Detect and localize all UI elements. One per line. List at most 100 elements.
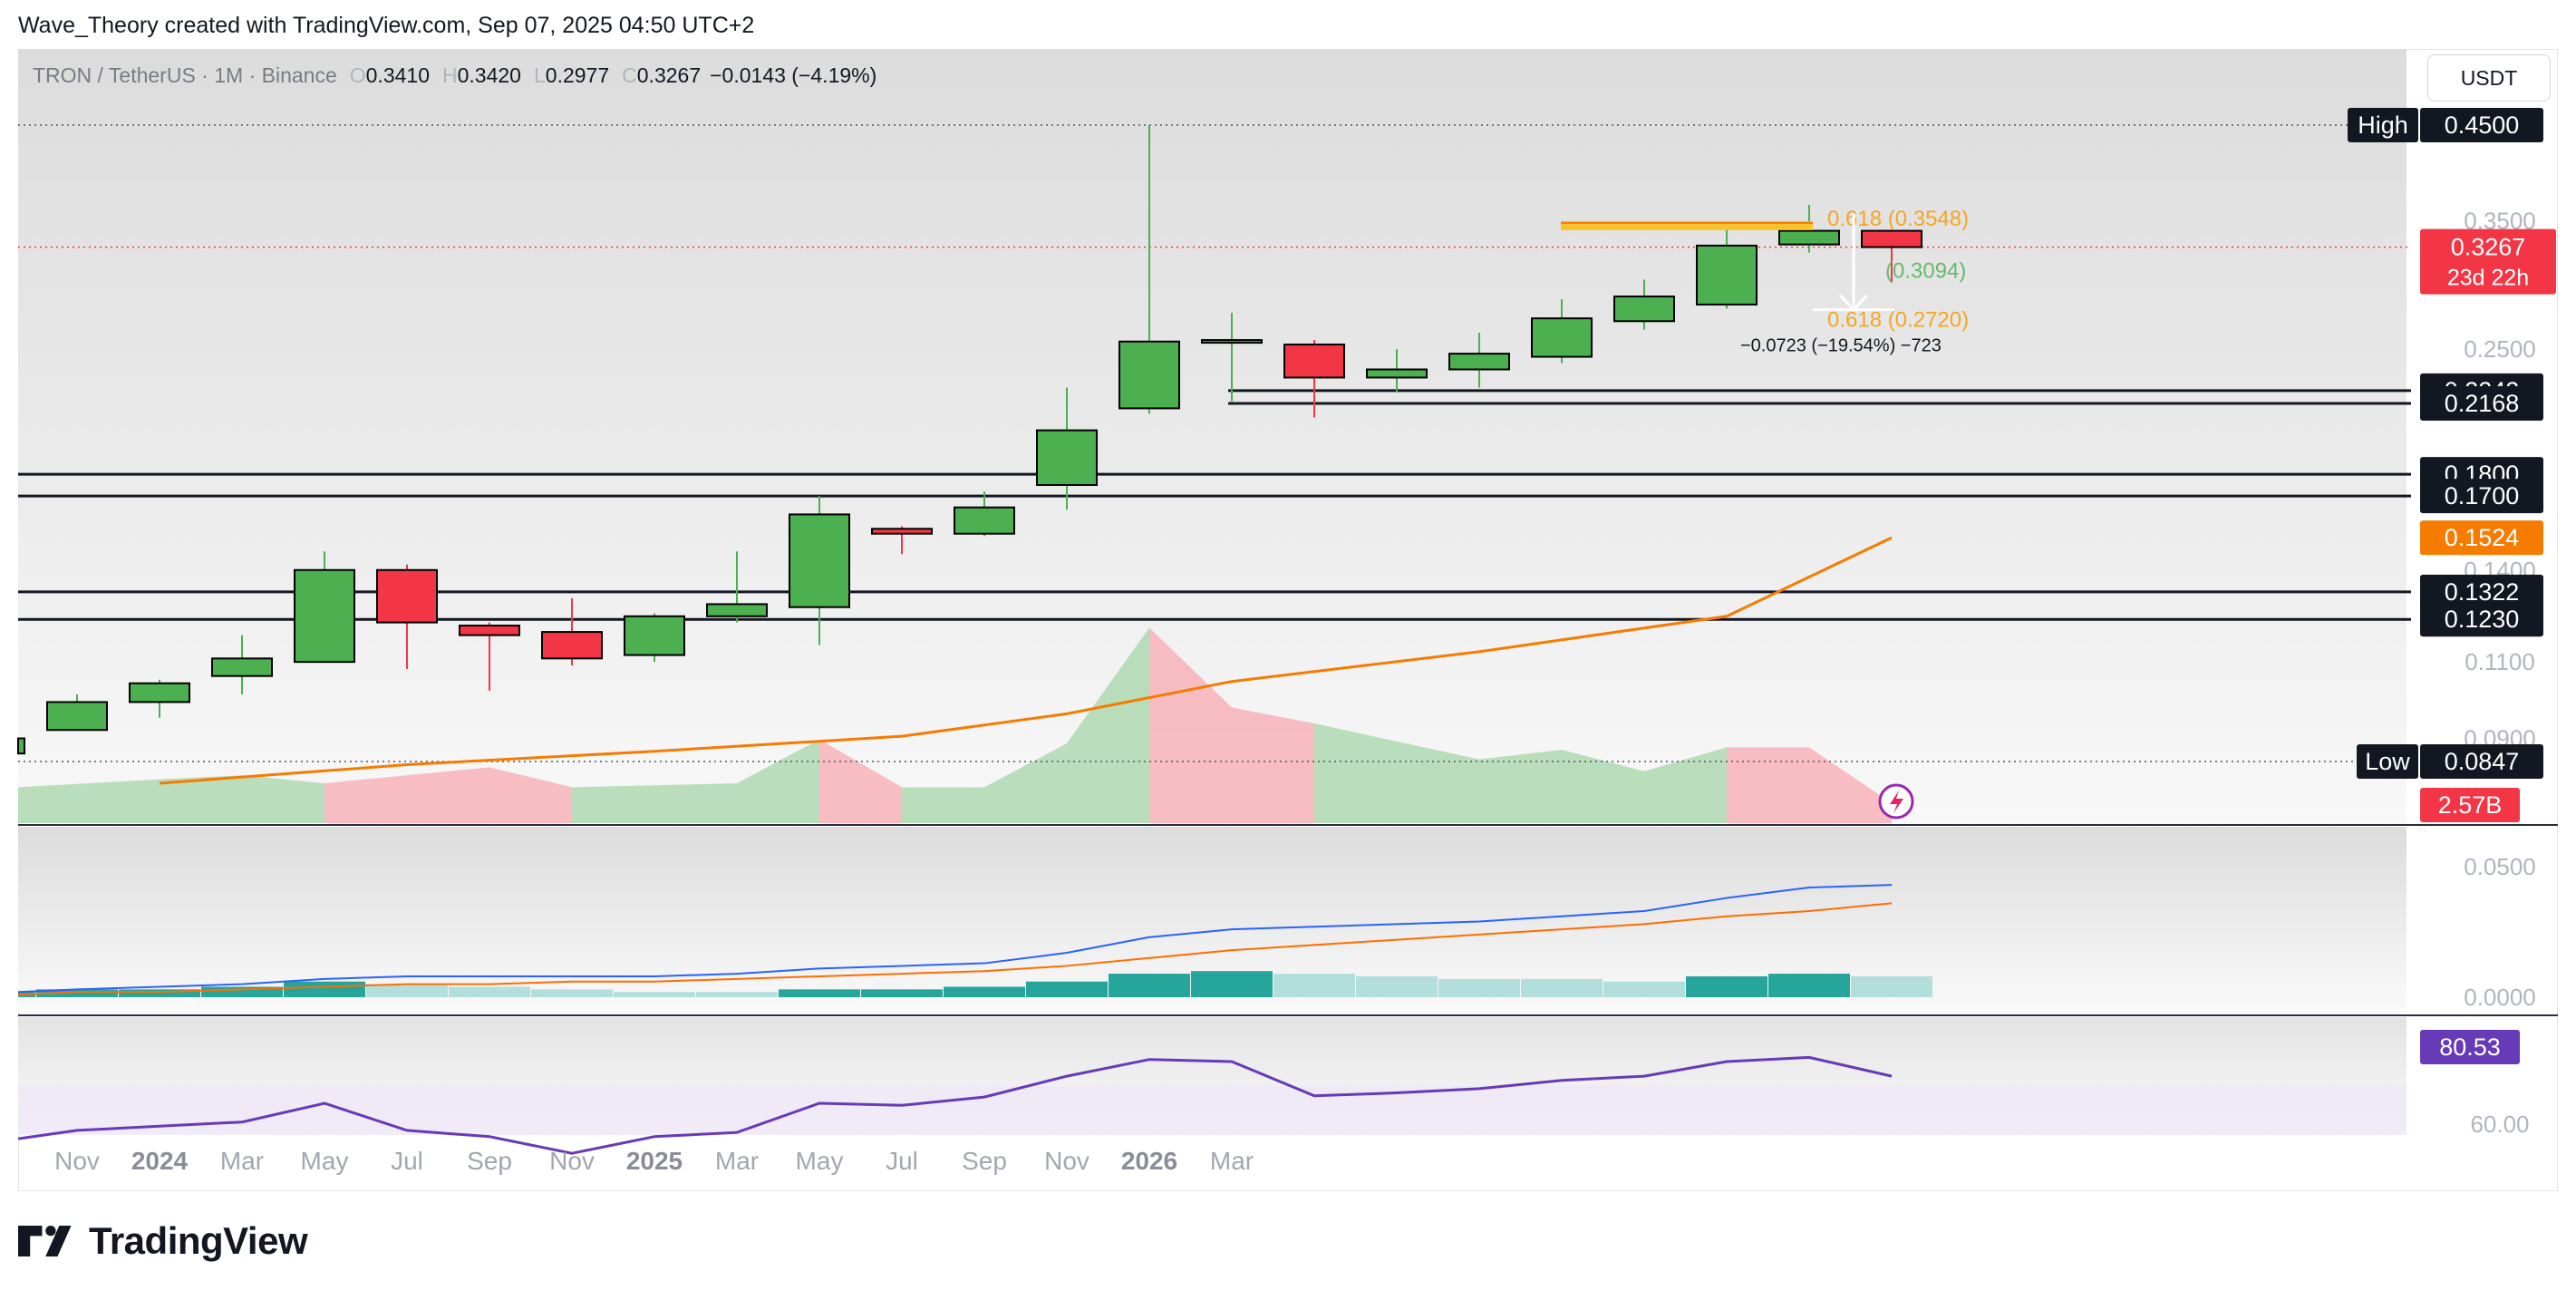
countdown-label: 23d 22h [2447,266,2529,291]
low-price-label: 0.0847 [2445,748,2520,775]
macd-histogram-bar [1109,974,1190,997]
support-price-label-box [2420,385,2543,421]
volume-area [160,775,242,823]
macd-histogram-bar [861,989,943,997]
lightning-bolt-icon [1890,791,1903,813]
volume-area [1067,627,1149,823]
chart-credit: Wave_Theory created with TradingView.com… [18,13,755,38]
time-axis-label: 2026 [1121,1147,1177,1175]
candle-body [706,603,768,617]
candle-body [1448,353,1510,371]
candle-body [1613,296,1675,323]
high-price-label-box [2420,108,2543,142]
macd-histogram-bar [1768,974,1850,997]
rsi-value-box [2420,1030,2520,1064]
last-price-box [2420,228,2556,295]
macd-histogram-bar [696,992,778,997]
close-label: C [622,63,637,87]
time-axis-label: Sep [962,1147,1007,1175]
tradingview-logo-icon [18,1226,72,1256]
ema-price-label: 0.1524 [2445,524,2520,551]
open-value: 0.3410 [365,63,430,87]
volume-label: 2.57B [2438,791,2503,819]
volume-area [572,783,737,823]
volume-label-box [2420,788,2520,822]
fib-band [1561,220,1813,230]
volume-area [1479,750,1562,823]
last-price-label: 0.3267 [2451,234,2526,261]
volume-area [324,767,489,823]
low-value: 0.2977 [545,63,610,87]
macd-signal-line [17,902,1893,996]
volume-area [1562,750,1644,823]
candle-body [789,513,850,608]
candle-body [129,682,190,703]
macd-histogram-bar [1686,975,1767,997]
ema-price-label-box [2420,520,2543,556]
high-value: 0.3420 [457,63,521,87]
support-price-label: 0.2168 [2445,390,2520,417]
candle-body [1201,339,1263,344]
low-label: L [533,63,546,87]
macd-histogram-bar [201,986,283,997]
macd-histogram-bar [1603,981,1685,997]
candle-body [541,631,603,660]
macd-histogram-bar [531,989,613,997]
macd-histogram-bar [779,989,860,997]
candle-body [17,737,25,755]
time-axis-label: Nov [1044,1147,1089,1175]
time-axis-label: Mar [715,1147,759,1175]
candle-body [1778,229,1840,246]
fib-label: (0.3094) [1885,258,1966,283]
volume-area [1314,723,1479,823]
macd-histogram-bar [366,984,448,997]
macd-histogram-bar [1273,974,1355,997]
fib-label: 0.618 (0.3548) [1827,207,1969,231]
support-price-label-box [2420,574,2543,609]
low-label: Low [2365,748,2410,775]
high-price-label: 0.4500 [2445,112,2520,139]
candle-body [1283,344,1345,379]
rsi-axis-tick: 60.00 [2470,1111,2529,1138]
macd-histogram-bar [614,992,695,997]
support-price-label-box [2420,479,2543,514]
candle-body [1531,317,1593,358]
rsi-value-label: 80.53 [2439,1033,2501,1061]
macd-axis-tick: 0.0500 [2464,853,2536,880]
symbol-name: TRON / TetherUS · 1M · Binance [33,63,337,87]
tradingview-logo[interactable]: TradingView [18,1219,308,1263]
volume-area [1727,747,1809,823]
volume-area [902,787,984,823]
volume-area [489,767,572,823]
time-axis-label: Jul [886,1147,918,1175]
open-label: O [349,63,366,87]
candle-body [294,568,355,664]
high-label: High [2358,112,2408,139]
measure-label: −0.0723 (−19.54%) −723 [1740,336,1942,356]
price-axis-tick: 0.1100 [2465,648,2535,675]
high-label: H [442,63,458,87]
time-axis-label: Jul [391,1147,423,1175]
support-price-label-box [2420,602,2543,637]
macd-histogram-bar [1438,978,1520,997]
support-price-label: 0.1322 [2445,578,2520,606]
candle-body [954,506,1015,535]
price-axis-tick: 0.2500 [2464,335,2536,363]
candle-body [459,625,520,636]
tradingview-wordmark: TradingView [89,1219,308,1262]
volume-area [18,779,160,823]
candle-body [871,528,933,535]
low-label-box [2357,744,2418,779]
rsi-line [17,1055,1893,1155]
macd-histogram-bar [284,981,365,997]
macd-histogram-bar [1191,971,1273,997]
currency-button[interactable]: USDT [2427,54,2551,102]
time-axis-label: Nov [549,1147,595,1175]
time-axis-label: Mar [1210,1147,1254,1175]
macd-histogram-bar [449,986,530,997]
ema-line [159,536,1893,785]
volume-area [737,739,819,823]
candle-body [1696,244,1758,306]
high-label-box [2348,108,2418,142]
